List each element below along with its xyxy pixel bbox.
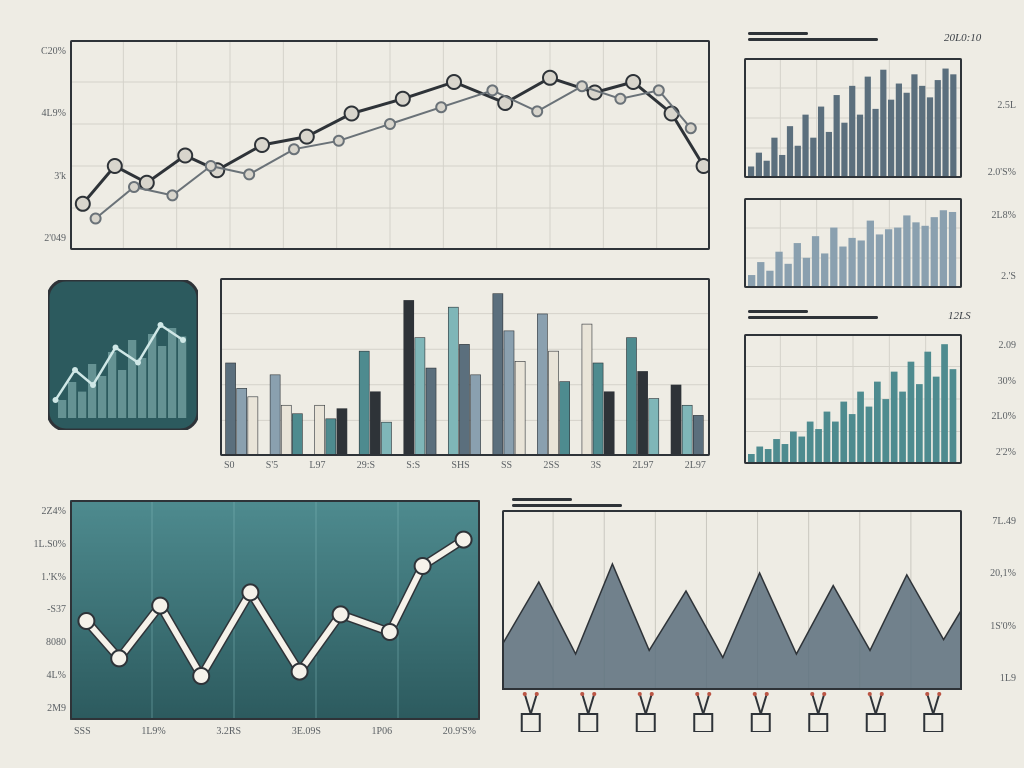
axis-label: SSS xyxy=(74,726,91,740)
axis-label: 2.'S xyxy=(968,271,1016,282)
axis-label: -S37 xyxy=(18,604,66,615)
top-line-ylabels: C20% 4L9% 3'k 2'049 xyxy=(18,46,66,244)
axis-label: 30% xyxy=(968,376,1016,387)
axis-label: 2'049 xyxy=(18,233,66,244)
top-line-chart xyxy=(70,40,710,250)
axis-label: SS xyxy=(501,460,512,474)
axis-label: 20,1% xyxy=(968,568,1016,579)
axis-label: 8080 xyxy=(18,637,66,648)
marker-row xyxy=(502,692,962,732)
bottom-line-chart xyxy=(70,500,480,720)
axis-label: 3'k xyxy=(18,171,66,182)
axis-label: 20.9'S% xyxy=(443,726,476,740)
axis-label: 2'2% xyxy=(968,447,1016,458)
section-divider xyxy=(748,316,878,319)
axis-label: 2L8% xyxy=(968,210,1016,221)
right-panel-c xyxy=(744,334,962,464)
axis-label: S0 xyxy=(224,460,235,474)
axis-label: 1S'0% xyxy=(968,621,1016,632)
axis-label: 2L97 xyxy=(685,460,706,474)
axis-label: 2Z4% xyxy=(18,506,66,517)
axis-label: 1P06 xyxy=(372,726,393,740)
section-divider xyxy=(748,310,808,313)
axis-label: S'5 xyxy=(266,460,278,474)
axis-label: SHS xyxy=(451,460,469,474)
axis-label: L97 xyxy=(309,460,325,474)
axis-label: C20% xyxy=(18,46,66,57)
axis-label: 2.09 xyxy=(968,340,1016,351)
axis-label: 1L9% xyxy=(141,726,165,740)
axis-label: 3S xyxy=(591,460,602,474)
axis-label: 1.'K% xyxy=(18,572,66,583)
right-top-label: 20L0:10 xyxy=(944,32,981,44)
axis-label: 1L9 xyxy=(968,673,1016,684)
right-b-ylabels: 2L8% 2.'S xyxy=(968,210,1016,282)
axis-label: 2.0'S% xyxy=(968,167,1016,178)
mid-bar-chart xyxy=(220,278,710,456)
right-panel-b xyxy=(744,198,962,288)
right-panel-a xyxy=(744,58,962,178)
axis-label: 2L0% xyxy=(968,411,1016,422)
axis-label: 2SS xyxy=(543,460,559,474)
axis-label: 2.5L xyxy=(968,100,1016,111)
section-divider xyxy=(512,498,572,501)
axis-label: S:S xyxy=(406,460,420,474)
bottom-line-ylabels: 2Z4% 1L.S0% 1.'K% -S37 8080 4L% 2M9 xyxy=(18,506,66,714)
axis-label: 29:S xyxy=(357,460,375,474)
bottom-line-xlabels: SSS 1L9% 3.2RS 3E.09S 1P06 20.9'S% xyxy=(74,726,476,740)
axis-label: 3E.09S xyxy=(292,726,321,740)
right-c-label: 12LS xyxy=(948,310,971,322)
right-a-ylabels: 2.5L 2.0'S% xyxy=(968,100,1016,178)
axis-label: 4L9% xyxy=(18,108,66,119)
bottom-area-chart xyxy=(502,510,962,690)
axis-label: 7L.49 xyxy=(968,516,1016,527)
mid-bar-xlabels: S0 S'5 L97 29:S S:S SHS SS 2SS 3S 2L97 2L97 xyxy=(224,460,706,474)
section-divider xyxy=(512,504,622,507)
section-divider xyxy=(748,32,808,35)
bottom-area-ylabels: 7L.49 20,1% 1S'0% 1L9 xyxy=(968,516,1016,684)
spark-card xyxy=(48,280,198,430)
axis-label: 3.2RS xyxy=(216,726,241,740)
axis-label: 1L.S0% xyxy=(18,539,66,550)
axis-label: 2M9 xyxy=(18,703,66,714)
axis-label: 4L% xyxy=(18,670,66,681)
axis-label: 2L97 xyxy=(632,460,653,474)
right-c-ylabels: 2.09 30% 2L0% 2'2% xyxy=(968,340,1016,458)
section-divider xyxy=(748,38,878,41)
